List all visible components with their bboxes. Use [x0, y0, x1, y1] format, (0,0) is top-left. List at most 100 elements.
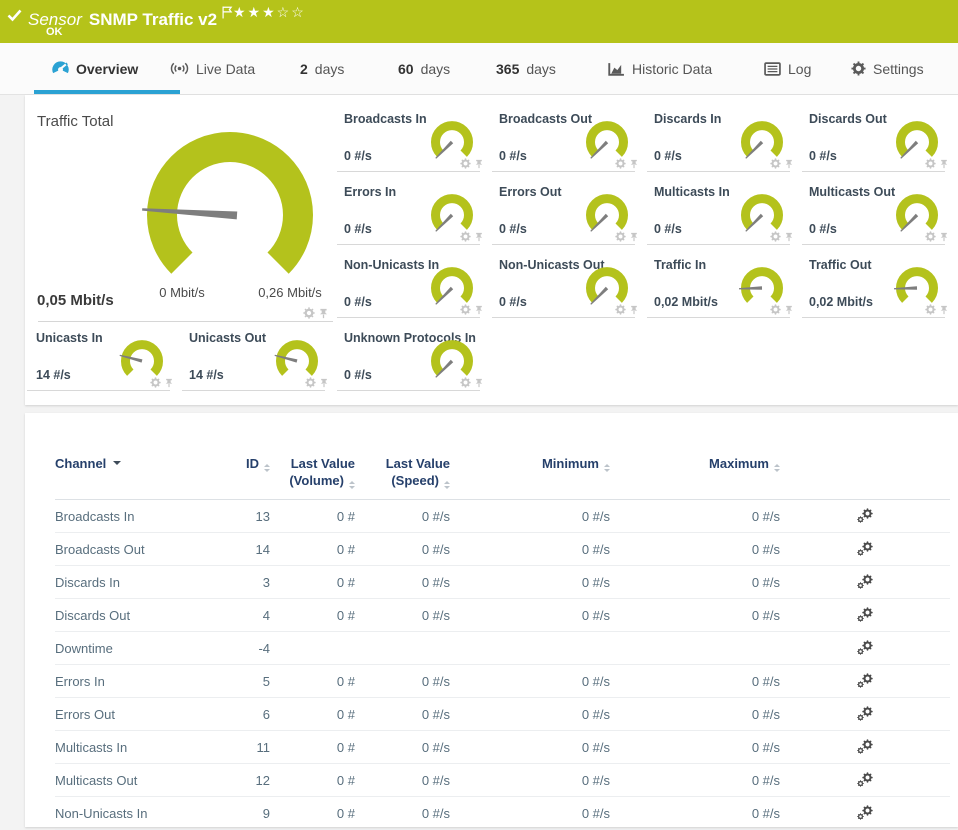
gauge-settings-gear-icon[interactable]: [460, 231, 471, 242]
tab-2-days[interactable]: 2 days: [300, 60, 345, 77]
gauge-pin-icon[interactable]: [939, 305, 949, 315]
gauge-value: 0 #/s: [499, 222, 527, 236]
gauge-pin-icon[interactable]: [474, 232, 484, 242]
gauge-value: 0 #/s: [809, 222, 837, 236]
gauge-pin-icon[interactable]: [164, 378, 174, 388]
gauge-settings-gear-icon[interactable]: [770, 231, 781, 242]
sort-icon: [264, 464, 270, 472]
gauge-settings-gear-icon[interactable]: [615, 304, 626, 315]
channel-link[interactable]: Broadcasts In: [55, 508, 135, 524]
gauge-settings-gear-icon[interactable]: [925, 231, 936, 242]
gauge-max-label: 0,26 Mbit/s: [258, 285, 322, 300]
tab-log[interactable]: Log: [764, 43, 811, 94]
historic-chart-icon: [608, 62, 625, 76]
column-header-minimum[interactable]: Minimum: [450, 445, 610, 500]
channel-table: Channel ID Last Value (Volume) Last Value…: [55, 445, 950, 830]
gauge-pin-icon[interactable]: [939, 159, 949, 169]
channel-gauge: [274, 340, 318, 376]
gauge-pin-icon[interactable]: [784, 305, 794, 315]
gauge-settings-gear-icon[interactable]: [770, 304, 781, 315]
gauge-pin-icon[interactable]: [629, 305, 639, 315]
gauge-cell-broadcasts-in: Broadcasts In 0 #/s: [335, 99, 490, 172]
gauge-pin-icon[interactable]: [629, 159, 639, 169]
gauge-cell-traffic-total: Traffic Total 0,05 Mbit/s 0 Mbit/s 0,26 …: [25, 95, 335, 322]
channel-settings-gears-icon[interactable]: [857, 772, 873, 788]
channel-link[interactable]: Discards Out: [55, 607, 131, 623]
channel-gauge: [741, 194, 783, 232]
table-row: Discards In 3 0 # 0 #/s 0 #/s 0 #/s: [55, 565, 950, 599]
gauge-cell-multicasts-out: Multicasts Out 0 #/s: [800, 172, 955, 245]
channel-settings-gears-icon[interactable]: [857, 508, 873, 524]
gauge-settings-gear-icon[interactable]: [925, 304, 936, 315]
gauge-pin-icon[interactable]: [474, 378, 484, 388]
overview-gauge-icon: [52, 60, 69, 77]
gauge-label: Unicasts In: [36, 331, 103, 345]
gauge-pin-icon[interactable]: [319, 378, 329, 388]
tab-live-data[interactable]: Live Data: [170, 43, 255, 94]
priority-stars[interactable]: ★★★☆☆: [233, 4, 306, 20]
channel-link[interactable]: Non-Unicasts In: [55, 805, 148, 821]
gauge-settings-gear-icon[interactable]: [770, 158, 781, 169]
column-header-last-value-speed[interactable]: Last Value (Speed): [355, 445, 450, 500]
tab-60-days[interactable]: 60 days: [398, 60, 451, 77]
gauge-value: 0 #/s: [344, 222, 372, 236]
channel-settings-gears-icon[interactable]: [857, 673, 873, 689]
gauge-settings-gear-icon[interactable]: [460, 304, 471, 315]
channel-link[interactable]: Multicasts Out: [55, 772, 138, 788]
channel-gauge: [431, 267, 473, 305]
table-row: Downtime -4: [55, 631, 950, 665]
channel-settings-gears-icon[interactable]: [857, 640, 873, 656]
gauge-settings-gear-icon[interactable]: [305, 377, 316, 388]
channel-link[interactable]: Multicasts In: [55, 739, 128, 755]
column-header-last-value-volume[interactable]: Last Value (Volume): [270, 445, 355, 500]
gauge-label: Traffic Total: [37, 113, 114, 130]
gauges-panel: Traffic Total 0,05 Mbit/s 0 Mbit/s 0,26 …: [25, 95, 958, 405]
gauge-pin-icon[interactable]: [784, 232, 794, 242]
gauge-pin-icon[interactable]: [474, 159, 484, 169]
tab-bar: Overview Live Data 2 days 60 days 365 da…: [0, 43, 958, 95]
channel-settings-gears-icon[interactable]: [857, 574, 873, 590]
gauge-cell-unknown-protocols-in: Unknown Protocols In 0 #/s: [335, 318, 490, 391]
gauge-pin-icon[interactable]: [784, 159, 794, 169]
channel-settings-gears-icon[interactable]: [857, 739, 873, 755]
gauge-label: Broadcasts Out: [499, 112, 593, 126]
priority-flag-icon[interactable]: [222, 6, 233, 19]
channel-link[interactable]: Discards In: [55, 574, 121, 590]
gauge-settings-gear-icon[interactable]: [150, 377, 161, 388]
gauge-value: 0,02 Mbit/s: [809, 295, 873, 309]
channel-link[interactable]: Errors In: [55, 673, 105, 689]
channel-settings-gears-icon[interactable]: [857, 607, 873, 623]
gauge-settings-gear-icon[interactable]: [925, 158, 936, 169]
sensor-status-bar: Sensor SNMP Traffic v2 ★★★☆☆ OK: [0, 0, 958, 43]
channel-settings-gears-icon[interactable]: [857, 805, 873, 821]
gauge-settings-gear-icon[interactable]: [615, 158, 626, 169]
gauge-settings-gear-icon[interactable]: [460, 158, 471, 169]
gauge-pin-icon[interactable]: [939, 232, 949, 242]
gauge-value: 0 #/s: [344, 149, 372, 163]
gauge-pin-icon[interactable]: [318, 308, 329, 319]
column-header-id[interactable]: ID: [215, 445, 270, 500]
tab-historic-data[interactable]: Historic Data: [608, 43, 712, 94]
gauge-pin-icon[interactable]: [629, 232, 639, 242]
tab-settings[interactable]: Settings: [851, 43, 924, 94]
channel-gauge: [586, 267, 628, 305]
gauge-label: Multicasts In: [654, 185, 730, 199]
gauge-value: 0 #/s: [499, 295, 527, 309]
channel-gauge: [741, 121, 783, 159]
channel-settings-gears-icon[interactable]: [857, 541, 873, 557]
gauge-settings-gear-icon[interactable]: [460, 377, 471, 388]
tab-365-days[interactable]: 365 days: [496, 60, 556, 77]
channel-link[interactable]: Errors Out: [55, 706, 115, 722]
gauge-pin-icon[interactable]: [474, 305, 484, 315]
channel-settings-gears-icon[interactable]: [857, 706, 873, 722]
channel-link[interactable]: Broadcasts Out: [55, 541, 145, 557]
gauge-label: Traffic Out: [809, 258, 872, 272]
sensor-type-label: Sensor: [28, 10, 82, 29]
column-header-maximum[interactable]: Maximum: [610, 445, 780, 500]
column-header-channel[interactable]: Channel: [55, 445, 215, 500]
channel-link[interactable]: Downtime: [55, 640, 113, 656]
table-row: Multicasts In 11 0 # 0 #/s 0 #/s 0 #/s: [55, 730, 950, 764]
gauge-settings-gear-icon[interactable]: [615, 231, 626, 242]
tab-overview[interactable]: Overview: [52, 43, 138, 94]
gauge-value: 0 #/s: [654, 149, 682, 163]
